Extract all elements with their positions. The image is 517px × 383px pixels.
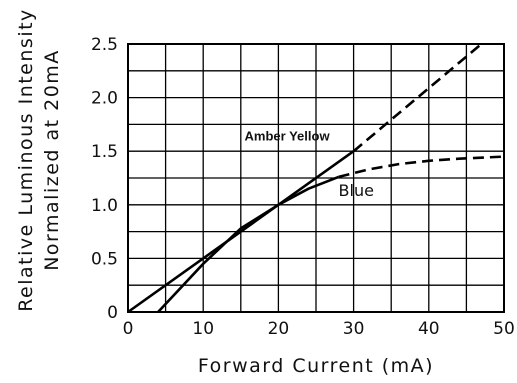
- y-tick-label: 1.5: [91, 142, 118, 162]
- grid: [127, 43, 505, 313]
- series-lines: [127, 43, 505, 314]
- y-tick-label: 2.5: [91, 35, 118, 55]
- x-tick-label: 30: [343, 319, 365, 339]
- y-axis-title-line2: Normalized at 20mA: [41, 49, 63, 271]
- x-axis-title: Forward Current (mA): [198, 355, 434, 377]
- series-label-blue: Blue: [339, 181, 374, 200]
- series-blue-dashed: [338, 155, 505, 179]
- x-tick-label: 40: [418, 319, 440, 339]
- y-tick-label: 2.0: [91, 89, 118, 109]
- x-tick-label: 20: [268, 319, 290, 339]
- series-blue-solid: [157, 175, 340, 313]
- series-amber-yellow-dashed: [352, 43, 483, 153]
- x-tick-label: 0: [123, 319, 134, 339]
- y-tick-label: 0: [107, 303, 118, 323]
- y-axis-title-line1: Relative Luminous Intensity: [15, 8, 37, 312]
- tick-labels: 0 10 20 30 40 50 0 0.5 1.0 1.5 2.0 2.5: [91, 35, 515, 339]
- plot-frame: [127, 43, 505, 313]
- y-tick-label: 1.0: [91, 196, 118, 216]
- series-label-amber-yellow: Amber Yellow: [245, 128, 331, 143]
- series-amber-yellow-solid: [127, 150, 355, 314]
- y-tick-label: 0.5: [91, 249, 118, 269]
- x-tick-label: 10: [192, 319, 214, 339]
- x-tick-label: 50: [493, 319, 515, 339]
